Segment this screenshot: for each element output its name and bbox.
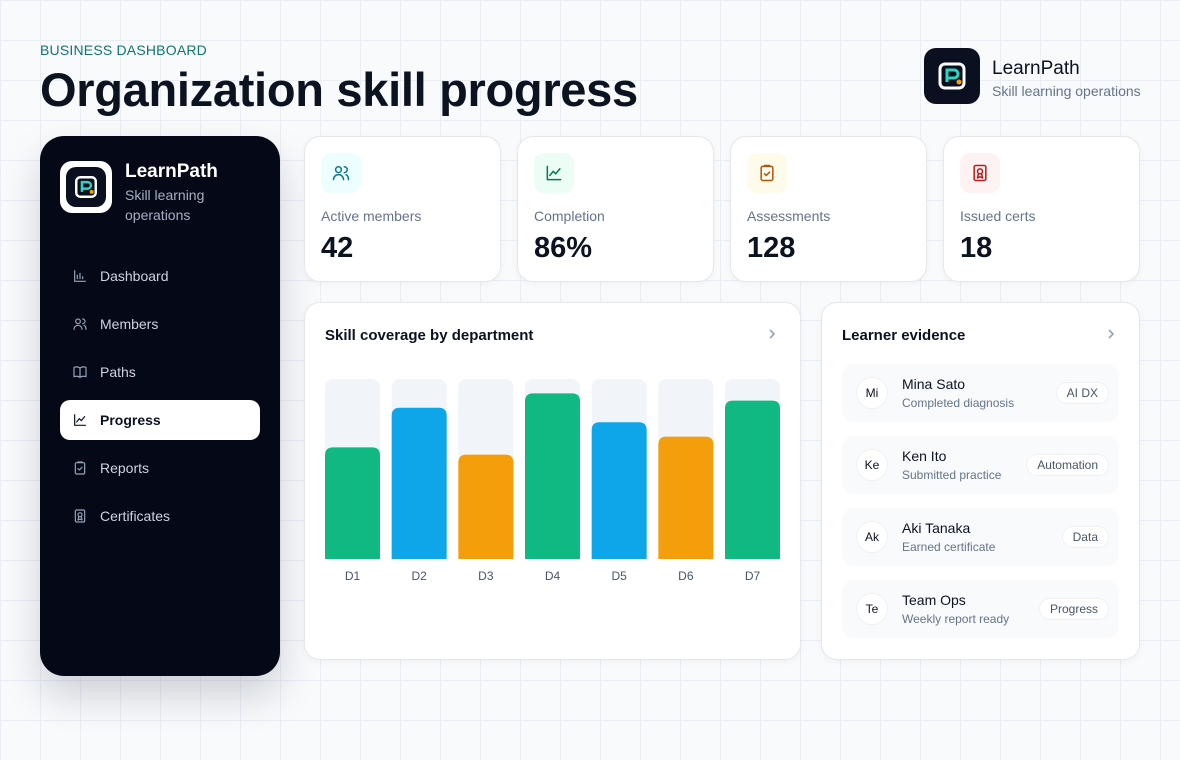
logo-inner — [66, 167, 106, 207]
nav-label: Paths — [100, 364, 136, 380]
evidence-item[interactable]: Ak Aki Tanaka Earned certificate Data — [842, 508, 1119, 566]
tag: Automation — [1026, 454, 1109, 476]
bar — [591, 422, 647, 559]
sidebar-brand-name: LearnPath — [125, 161, 218, 182]
x-tick-label: D6 — [678, 569, 694, 583]
nav-label: Certificates — [100, 508, 171, 524]
learner-name: Ken Ito — [902, 448, 947, 464]
stat-icon — [747, 153, 787, 193]
learner-name: Mina Sato — [902, 376, 966, 392]
icon — [74, 270, 86, 282]
learner-name: Aki Tanaka — [902, 520, 971, 536]
learner-detail: Weekly report ready — [902, 612, 1010, 626]
brand-subtitle: Skill learning operations — [992, 83, 1141, 99]
icon — [546, 165, 562, 181]
icon — [973, 164, 987, 182]
chart-title: Skill coverage by department — [325, 327, 534, 344]
learner-name: Team Ops — [902, 592, 966, 608]
eyebrow: BUSINESS DASHBOARD — [40, 42, 207, 58]
avatar: Mi — [856, 377, 888, 409]
tag: Data — [1061, 526, 1109, 548]
stat-value: 128 — [747, 232, 796, 264]
icon — [73, 318, 87, 330]
bar — [525, 393, 580, 559]
stat-icon — [534, 153, 574, 193]
logo-mark — [75, 176, 97, 198]
nav-item[interactable]: Certificates — [60, 496, 260, 536]
icon — [74, 509, 86, 523]
stat-label: Assessments — [747, 208, 831, 224]
stat-label: Active members — [321, 208, 422, 224]
chevron[interactable] — [1104, 327, 1118, 341]
brand-name: LearnPath — [992, 58, 1080, 79]
icon — [760, 164, 774, 182]
stat-value: 42 — [321, 232, 354, 264]
icon — [73, 366, 87, 378]
nav-item[interactable]: Progress — [60, 400, 260, 440]
x-tick-label: D7 — [745, 569, 761, 583]
stat-icon — [960, 153, 1000, 193]
brand-logo — [924, 48, 980, 104]
sidebar-logo — [60, 161, 112, 213]
evidence-card: Learner evidence Mi Mina Sato Completed di… — [821, 302, 1140, 660]
avatar: Ak — [856, 521, 888, 553]
chevron[interactable] — [765, 327, 779, 341]
evidence-item[interactable]: Mi Mina Sato Completed diagnosis AI DX — [842, 364, 1119, 422]
learner-detail: Submitted practice — [902, 468, 1002, 482]
chart: D1 D2 D3 D4 D5 D6 D7 — [325, 379, 780, 583]
evidence-item[interactable]: Te Team Ops Weekly report ready Progress — [842, 580, 1119, 638]
stat-card: Completion 86% — [517, 136, 714, 282]
avatar: Te — [856, 593, 888, 625]
x-tick-label: D4 — [545, 569, 561, 583]
bar — [725, 400, 780, 559]
icon — [74, 461, 86, 475]
x-tick-label: D3 — [478, 569, 494, 583]
stat-value: 18 — [960, 232, 993, 264]
nav-label: Reports — [100, 460, 150, 476]
stat-value: 86% — [534, 232, 593, 264]
chart-card: Skill coverage by department D1 D2 D3 D4 D5 D… — [304, 302, 801, 660]
bar — [658, 436, 714, 559]
tag: AI DX — [1055, 382, 1109, 404]
nav-label: Members — [100, 316, 159, 332]
evidence-title: Learner evidence — [842, 327, 966, 344]
stat-card: Assessments 128 — [730, 136, 927, 282]
stat-card: Issued certs 18 — [943, 136, 1140, 282]
learner-detail: Completed diagnosis — [902, 396, 1015, 410]
evidence-item[interactable]: Ke Ken Ito Submitted practice Automation — [842, 436, 1119, 494]
icon — [74, 414, 86, 426]
x-tick-label: D2 — [411, 569, 427, 583]
sidebar: LearnPath Skill learning operations Dash… — [40, 136, 280, 676]
avatar: Ke — [856, 449, 888, 481]
nav-item[interactable]: Paths — [60, 352, 260, 392]
nav-item[interactable]: Reports — [60, 448, 260, 488]
x-tick-label: D5 — [611, 569, 627, 583]
stat-card: Active members 42 — [304, 136, 501, 282]
nav-label: Progress — [100, 412, 161, 428]
x-tick-label: D1 — [345, 569, 361, 583]
nav-item[interactable]: Members — [60, 304, 260, 344]
sidebar-brand-subtitle: Skill learning operations — [125, 187, 205, 223]
logo-mark — [938, 62, 966, 90]
nav-label: Dashboard — [100, 268, 169, 284]
icon — [332, 166, 350, 181]
learner-detail: Earned certificate — [902, 540, 996, 554]
bar — [391, 407, 447, 559]
stat-icon — [321, 153, 361, 193]
page-title: Organization skill progress — [40, 63, 638, 116]
bar — [458, 454, 514, 559]
bar — [325, 447, 380, 559]
stat-label: Completion — [534, 208, 605, 224]
tag: Progress — [1038, 598, 1109, 620]
stat-label: Issued certs — [960, 208, 1036, 224]
nav-item[interactable]: Dashboard — [60, 256, 260, 296]
